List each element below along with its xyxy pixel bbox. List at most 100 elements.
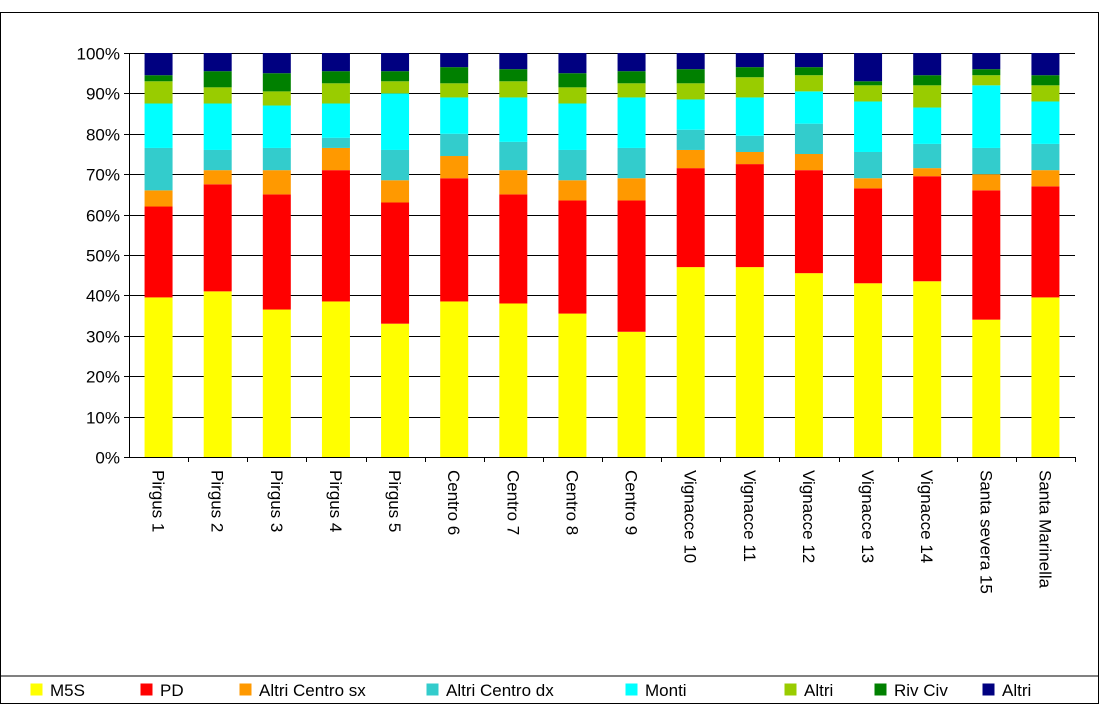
bar-segment: [972, 53, 1001, 70]
bar-segment: [617, 71, 646, 84]
bar-segment: [321, 71, 350, 84]
bar-segment: [440, 156, 469, 179]
bar-segment: [262, 105, 291, 148]
x-tick-label: Vignacce 13: [858, 470, 877, 563]
x-tick-label: Santa severa 15: [976, 470, 995, 594]
bar-segment: [1031, 143, 1060, 171]
bar-segment: [144, 75, 173, 82]
bar-segment: [499, 53, 528, 70]
bar-segment: [676, 168, 705, 268]
x-tick-label: Pirgus 1: [149, 470, 168, 532]
bar-segment: [972, 147, 1001, 175]
y-tick-label: 50%: [86, 247, 120, 266]
legend-swatch: [874, 683, 887, 696]
legend-label: Altri: [804, 681, 833, 700]
bar-segment: [617, 200, 646, 332]
bar-segment: [1031, 85, 1060, 102]
bar-segment: [854, 283, 883, 457]
bar-segment: [262, 91, 291, 106]
bar-segment: [617, 53, 646, 72]
bar-segment: [203, 170, 232, 185]
y-tick-label: 60%: [86, 207, 120, 226]
bar-segment: [321, 147, 350, 171]
bar-segment: [794, 91, 823, 124]
x-tick-label: Pirgus 4: [326, 470, 345, 532]
legend-swatch: [239, 683, 252, 696]
legend-swatch: [784, 683, 797, 696]
bar-segment: [262, 194, 291, 310]
x-tick-label: Vignacce 12: [799, 470, 818, 563]
y-tick-label: 80%: [86, 126, 120, 145]
bar-segment: [913, 53, 942, 76]
bar-segment: [913, 176, 942, 282]
bar-segment: [735, 67, 764, 78]
bar-segment: [913, 85, 942, 108]
bar-segment: [735, 135, 764, 152]
legend-swatch: [625, 683, 638, 696]
x-tick-label: Vignacce 14: [917, 470, 936, 563]
bar-segment: [440, 133, 469, 157]
legend-label: Altri Centro dx: [446, 681, 554, 700]
bar-segment: [144, 81, 173, 104]
bar-segment: [440, 83, 469, 98]
bar-segment: [617, 178, 646, 201]
bar-segment: [440, 53, 469, 68]
bar-segment: [913, 143, 942, 169]
bar-segment: [262, 73, 291, 92]
bar-segment: [617, 331, 646, 457]
bar-segment: [321, 103, 350, 138]
bar-segment: [617, 83, 646, 98]
bar-segment: [499, 69, 528, 82]
bar-segment: [972, 190, 1001, 320]
bar-segment: [381, 71, 410, 82]
bar-segment: [203, 149, 232, 171]
bar-segment: [321, 137, 350, 148]
bar-segment: [558, 149, 587, 181]
x-tick-label: Centro 7: [503, 470, 522, 535]
bar-segment: [735, 164, 764, 268]
bar-segment: [676, 99, 705, 130]
bar-segment: [499, 170, 528, 195]
bar-segment: [794, 75, 823, 92]
bar-segment: [144, 53, 173, 76]
bar-segment: [735, 151, 764, 165]
bar-segment: [735, 97, 764, 136]
legend-label: Monti: [645, 681, 687, 700]
bar-segment: [499, 81, 528, 98]
bar-segment: [440, 67, 469, 84]
bar-segment: [1031, 297, 1060, 457]
bar-segment: [262, 309, 291, 457]
bar-segment: [794, 170, 823, 274]
bar-segment: [913, 168, 942, 177]
bar-segment: [321, 83, 350, 104]
bar-segment: [321, 53, 350, 72]
bar-segment: [794, 273, 823, 457]
bar-segment: [203, 53, 232, 72]
bar-segment: [381, 81, 410, 94]
bar-segment: [972, 85, 1001, 148]
legend-label: Riv Civ: [894, 681, 948, 700]
y-tick-label: 30%: [86, 328, 120, 347]
bar-segment: [735, 267, 764, 457]
bar-segment: [972, 319, 1001, 457]
bar-segment: [972, 174, 1001, 191]
bar-segment: [262, 170, 291, 195]
bar-segment: [558, 87, 587, 104]
bar-segment: [499, 141, 528, 171]
bar-segment: [1031, 75, 1060, 86]
y-tick-label: 90%: [86, 85, 120, 104]
bar-segment: [558, 313, 587, 457]
bar-segment: [1031, 170, 1060, 187]
bar-segment: [794, 67, 823, 76]
bar-segment: [144, 103, 173, 148]
bar-segment: [676, 149, 705, 169]
bar-segment: [440, 97, 469, 134]
bar-segment: [913, 107, 942, 144]
bar-segment: [203, 103, 232, 150]
bar-segment: [262, 147, 291, 171]
x-tick-label: Vignacce 11: [740, 470, 759, 562]
bar-segment: [203, 87, 232, 104]
bar-segment: [203, 184, 232, 292]
y-tick-label: 20%: [86, 368, 120, 387]
